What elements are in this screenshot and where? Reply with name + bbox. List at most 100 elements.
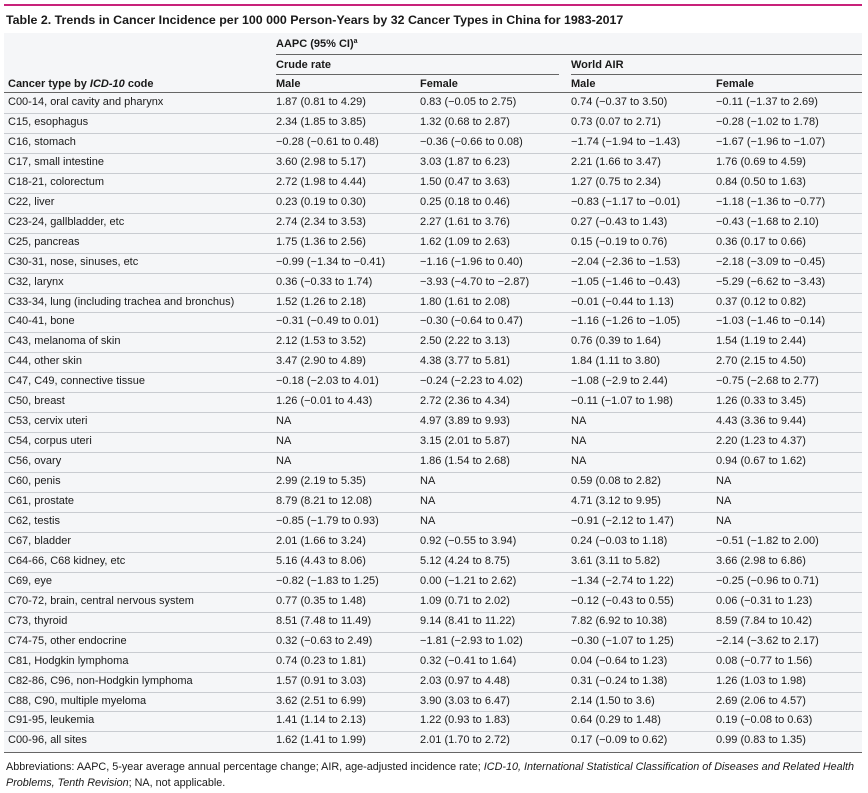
row-divider <box>4 412 862 414</box>
air-female-cell: 2.70 (2.15 to 4.50) <box>716 355 806 368</box>
table-footnote: Abbreviations: AAPC, 5-year average annu… <box>6 761 855 789</box>
cancer-type-cell: C64-66, C68 kidney, etc <box>8 554 126 567</box>
crude-female-cell: −1.16 (−1.96 to 0.40) <box>420 255 523 268</box>
crude-male-cell: 1.87 (0.81 to 4.29) <box>276 96 366 108</box>
air-female-cell: −0.25 (−0.96 to 0.71) <box>716 574 819 587</box>
row-divider <box>4 571 862 573</box>
cancer-type-cell: C43, melanoma of skin <box>8 335 121 348</box>
air-female-cell: 2.20 (1.23 to 4.37) <box>716 435 806 448</box>
row-divider <box>4 192 862 194</box>
air-male-cell: −0.11 (−1.07 to 1.98) <box>571 395 673 408</box>
air-male-cell: 0.74 (−0.37 to 3.50) <box>571 96 668 108</box>
cancer-type-cell: C47, C49, connective tissue <box>8 375 145 388</box>
cancer-type-cell: C82-86, C96, non-Hodgkin lymphoma <box>8 674 193 687</box>
cancer-type-cell: C56, ovary <box>8 455 62 468</box>
crude-rate-underline <box>276 74 559 75</box>
air-female-cell: −5.29 (−6.62 to −3.43) <box>716 275 826 288</box>
crude-male-cell: 2.01 (1.66 to 3.24) <box>276 534 366 547</box>
air-male-cell: NA <box>571 415 587 428</box>
crude-male-cell: 3.62 (2.51 to 6.99) <box>276 694 366 707</box>
air-male-cell: 2.14 (1.50 to 3.6) <box>571 694 655 707</box>
air-male-cell: 0.15 (−0.19 to 0.76) <box>571 235 668 248</box>
cancer-type-cell: C17, small intestine <box>8 155 104 168</box>
cancer-type-header: Cancer type by ICD-10 code <box>8 78 154 90</box>
table-row: C32, larynx 0.36 (−0.33 to 1.74) −3.93 (−4… <box>4 273 862 292</box>
crude-male-cell: 2.12 (1.53 to 3.52) <box>276 335 366 348</box>
row-divider <box>4 212 862 214</box>
crude-male-cell: −0.18 (−2.03 to 4.01) <box>276 375 379 388</box>
row-divider <box>4 312 862 314</box>
cancer-type-cell: C61, prostate <box>8 495 75 507</box>
crude-male-cell: 1.57 (0.91 to 3.03) <box>276 674 366 687</box>
table-row: C88, C90, multiple myeloma 3.62 (2.51 to … <box>4 692 862 711</box>
air-female-cell: −1.67 (−1.96 to −1.07) <box>716 135 826 148</box>
cancer-type-cell: C40-41, bone <box>8 315 75 328</box>
air-male-cell: 0.17 (−0.09 to 0.62) <box>571 734 668 747</box>
crude-female-header: Female <box>420 78 458 90</box>
cancer-type-cell: C18-21, colorectum <box>8 175 104 188</box>
table-row: C50, breast 1.26 (−0.01 to 4.43) 2.72 (2.3… <box>4 392 862 411</box>
air-male-cell: NA <box>571 435 587 448</box>
air-male-cell: −0.12 (−0.43 to 0.55) <box>571 594 674 607</box>
row-divider <box>4 492 862 493</box>
crude-female-cell: 1.62 (1.09 to 2.63) <box>420 235 510 248</box>
air-male-cell: 0.31 (−0.24 to 1.38) <box>571 674 668 687</box>
data-table: AAPC (95% CI)a Crude rate World AIR Canc… <box>4 33 862 752</box>
crude-male-cell: −0.82 (−1.83 to 1.25) <box>276 574 379 587</box>
air-female-cell: 8.59 (7.84 to 10.42) <box>716 614 813 627</box>
table-row: C81, Hodgkin lymphoma 0.74 (0.23 to 1.81)… <box>4 652 862 671</box>
air-male-cell: −2.04 (−2.36 to −1.53) <box>571 255 681 268</box>
crude-rate-header: Crude rate <box>276 59 332 71</box>
row-divider <box>4 112 862 114</box>
crude-male-cell: 2.72 (1.98 to 4.44) <box>276 175 366 188</box>
crude-female-cell: 9.14 (8.41 to 11.22) <box>420 614 516 627</box>
crude-male-cell: NA <box>276 415 292 428</box>
row-divider <box>4 631 862 633</box>
crude-male-cell: 0.36 (−0.33 to 1.74) <box>276 275 373 288</box>
cancer-type-cell: C88, C90, multiple myeloma <box>8 694 147 707</box>
row-divider <box>4 711 862 713</box>
crude-female-cell: 1.32 (0.68 to 2.87) <box>420 115 510 128</box>
air-female-cell: −0.43 (−1.68 to 2.10) <box>716 215 819 228</box>
table-row: C73, thyroid 8.51 (7.48 to 11.49) 9.14 (8.… <box>4 612 862 631</box>
cancer-type-cell: C50, breast <box>8 395 65 408</box>
cancer-type-cell: C00-96, all sites <box>8 734 87 747</box>
table-row: C60, penis 2.99 (2.19 to 5.35) NA 0.59 (0.0… <box>4 472 862 491</box>
crude-female-cell: 3.03 (1.87 to 6.23) <box>420 155 510 168</box>
row-divider <box>4 511 862 513</box>
table-row: C18-21, colorectum 2.72 (1.98 to 4.44) 1.5… <box>4 173 862 192</box>
cancer-type-cell: C30-31, nose, sinuses, etc <box>8 255 139 268</box>
air-male-cell: 3.61 (3.11 to 5.82) <box>571 554 661 567</box>
crude-male-cell: 0.32 (−0.63 to 2.49) <box>276 634 373 647</box>
crude-female-cell: 0.00 (−1.21 to 2.62) <box>420 574 517 587</box>
top-accent-rule <box>4 4 862 6</box>
row-divider <box>4 132 862 134</box>
crude-female-cell: 1.50 (0.47 to 3.63) <box>420 175 510 188</box>
table-row: C74-75, other endocrine 0.32 (−0.63 to 2.… <box>4 632 862 651</box>
crude-male-cell: −0.99 (−1.34 to −0.41) <box>276 255 386 268</box>
air-female-cell: 0.94 (0.67 to 1.62) <box>716 455 806 468</box>
row-divider <box>4 272 862 274</box>
row-divider <box>4 332 862 334</box>
air-male-cell: −0.01 (−0.44 to 1.13) <box>571 295 674 308</box>
air-female-cell: 0.37 (0.12 to 0.82) <box>716 295 806 308</box>
air-female-cell: 1.26 (1.03 to 1.98) <box>716 674 806 687</box>
row-divider <box>4 292 862 294</box>
crude-male-cell: 1.26 (−0.01 to 4.43) <box>276 395 373 408</box>
cancer-type-cell: C69, eye <box>8 574 53 587</box>
table-title: Table 2. Trends in Cancer Incidence per … <box>6 13 624 27</box>
row-divider <box>4 611 862 613</box>
air-male-cell: 2.21 (1.66 to 3.47) <box>571 155 661 168</box>
air-male-cell: 0.73 (0.07 to 2.71) <box>571 115 661 128</box>
air-male-cell: −0.83 (−1.17 to −0.01) <box>571 195 681 208</box>
table-row: C16, stomach −0.28 (−0.61 to 0.48) −0.36 (… <box>4 133 862 152</box>
crude-female-cell: NA <box>420 514 436 527</box>
air-male-cell: 1.84 (1.11 to 3.80) <box>571 355 661 368</box>
crude-male-cell: 0.74 (0.23 to 1.81) <box>276 654 366 667</box>
crude-female-cell: 2.72 (2.36 to 4.34) <box>420 395 510 408</box>
air-male-cell: 7.82 (6.92 to 10.38) <box>571 614 668 627</box>
air-male-cell: 0.24 (−0.03 to 1.18) <box>571 534 668 547</box>
crude-male-cell: −0.31 (−0.49 to 0.01) <box>276 315 379 328</box>
crude-female-cell: 2.03 (0.97 to 4.48) <box>420 674 510 687</box>
table-row: C17, small intestine 3.60 (2.98 to 5.17) 3… <box>4 153 862 172</box>
